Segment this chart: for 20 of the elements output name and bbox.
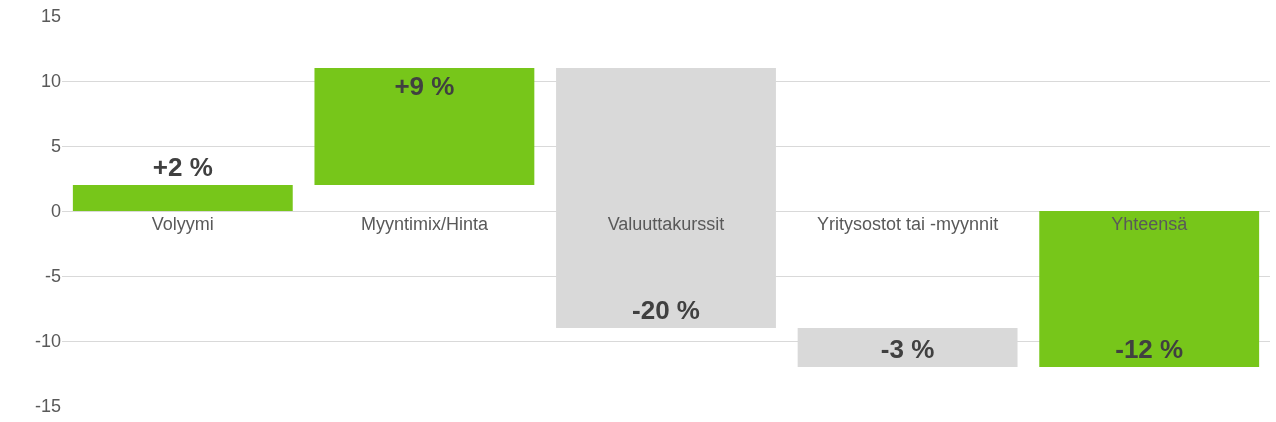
y-tick-label: 0 [50, 201, 61, 222]
x-tick-label: Volyymi [151, 214, 214, 234]
x-tick-label: Valuuttakurssit [607, 214, 725, 234]
data-label: -12 % [1115, 334, 1184, 364]
y-tick-label: -15 [34, 396, 61, 417]
y-tick-label: 5 [50, 136, 61, 157]
data-label: +9 % [394, 71, 455, 101]
y-tick-label: 15 [40, 6, 61, 27]
x-tick-label: Myyntimix/Hinta [360, 214, 489, 234]
y-tick-label: 10 [40, 71, 61, 92]
bar [314, 68, 535, 185]
x-tick-label: Yritysostot tai -myynnit [817, 214, 999, 234]
data-label: -20 % [632, 295, 700, 325]
y-tick-label: -10 [34, 331, 61, 352]
data-label: -3 % [880, 334, 935, 364]
bar [72, 185, 293, 211]
data-label: +2 % [152, 152, 213, 182]
y-tick-label: -5 [44, 266, 61, 287]
x-tick-label: Yhteensä [1111, 214, 1189, 234]
bar [1039, 211, 1260, 367]
